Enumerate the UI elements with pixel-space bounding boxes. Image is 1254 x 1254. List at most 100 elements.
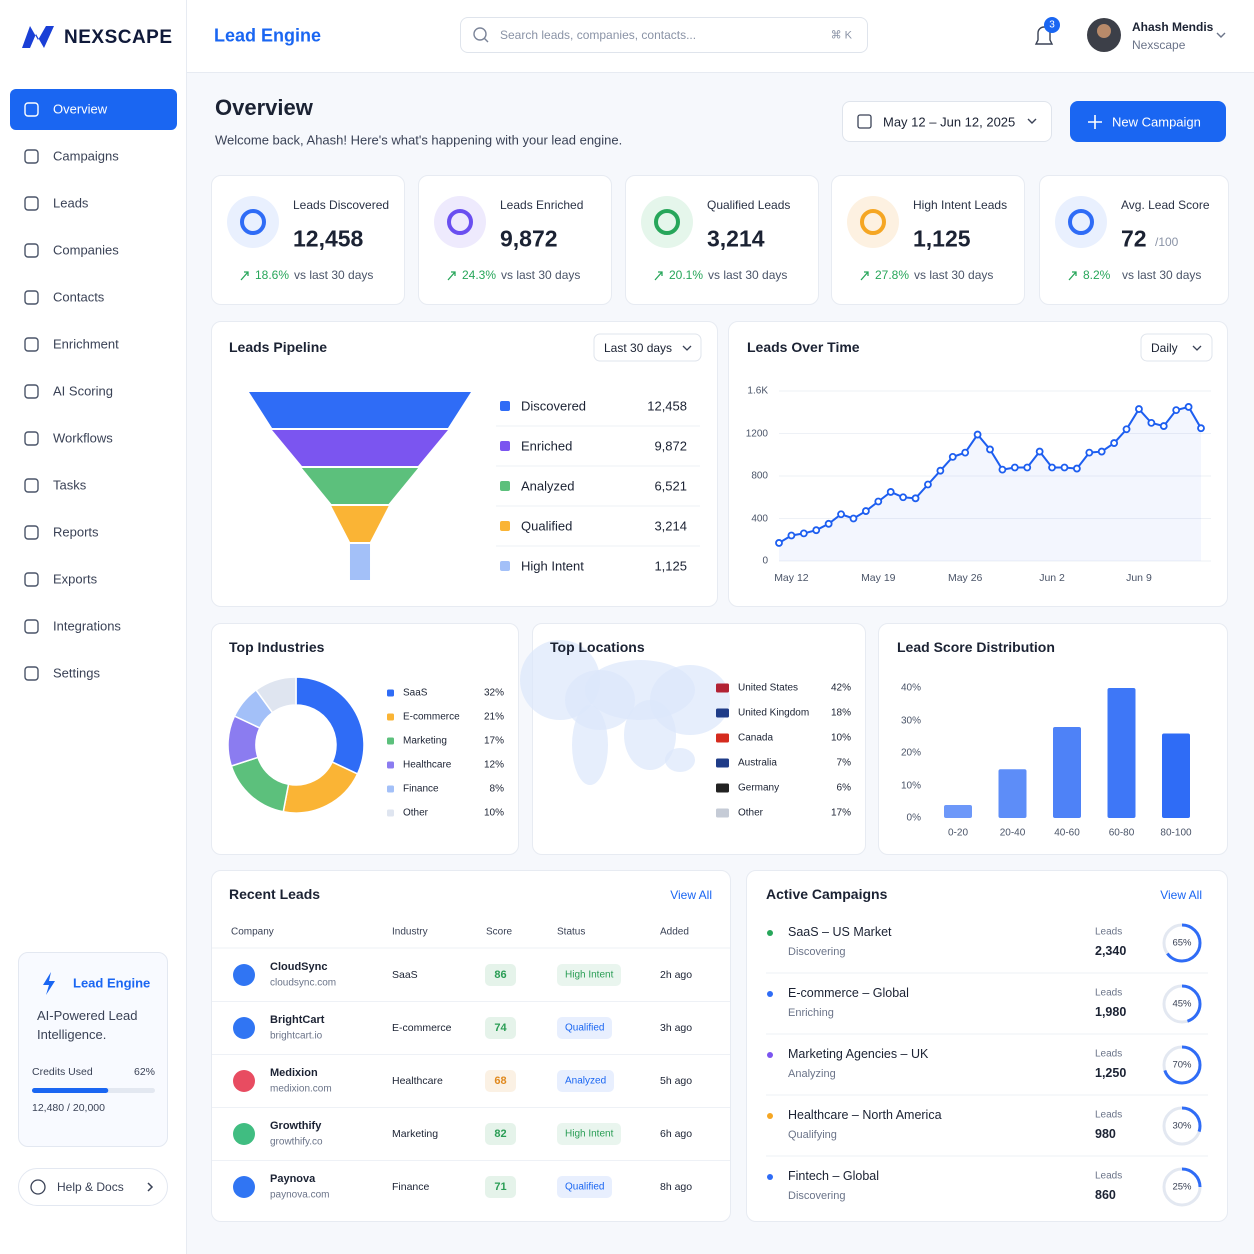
promo-text: AI-Powered Lead Intelligence. — [37, 1008, 138, 1042]
nav-item[interactable]: Contacts — [53, 289, 105, 305]
funnel-stage — [272, 430, 448, 466]
added: 5h ago — [660, 1075, 693, 1087]
legend-label: Finance — [403, 783, 439, 795]
point — [986, 445, 994, 454]
search-icon — [483, 37, 489, 43]
filter-label[interactable]: Daily — [1151, 341, 1178, 355]
date-range[interactable]: May 12 – Jun 12, 2025 — [883, 114, 1016, 130]
chevron — [682, 345, 692, 351]
point — [924, 480, 932, 489]
leads-label: Leads — [1095, 926, 1123, 938]
nav-item[interactable]: Leads — [53, 195, 89, 211]
user-name: Ahash Mendis — [1132, 20, 1214, 34]
company-name[interactable]: Paynova — [270, 1173, 316, 1185]
x-tick-label: 80-100 — [1160, 827, 1192, 839]
kpi-label: High Intent Leads — [913, 198, 1008, 212]
country: United States — [738, 682, 799, 694]
ring-progress — [1162, 984, 1202, 1024]
help-button[interactable] — [18, 1168, 168, 1206]
column-header: Added — [660, 926, 689, 938]
date-button[interactable] — [842, 101, 1052, 142]
map-land — [650, 665, 730, 735]
nav-item[interactable]: Tasks — [53, 477, 87, 493]
legend-swatch — [387, 809, 394, 817]
search-placeholder[interactable]: Search leads, companies, contacts... — [500, 28, 697, 42]
y-tick-label: 10% — [900, 780, 921, 791]
filter-label[interactable]: Last 30 days — [604, 341, 673, 355]
value-label: 21% — [483, 711, 504, 723]
legend-label: Discovered — [521, 398, 587, 414]
company-name[interactable]: CloudSync — [270, 961, 328, 973]
progress-label: 30% — [1172, 1120, 1192, 1132]
panel-title: Lead Score Distribution — [897, 639, 1055, 655]
score: 71 — [494, 1181, 507, 1193]
nav-item[interactable]: Workflows — [53, 430, 113, 446]
search-shortcut: ⌘ K — [830, 29, 852, 42]
campaign-name[interactable]: Fintech – Global — [788, 1169, 880, 1183]
new-campaign-label[interactable]: New Campaign — [1112, 114, 1201, 130]
leads-label: Leads — [1095, 987, 1123, 999]
map-land — [572, 705, 608, 785]
value-label: 8% — [489, 783, 504, 795]
nav-icon — [24, 431, 39, 446]
status-badge — [557, 964, 621, 986]
chevron — [1027, 118, 1037, 124]
search-box[interactable] — [460, 17, 868, 53]
kpi-label: Qualified Leads — [707, 198, 791, 212]
nav-item[interactable]: Reports — [53, 524, 99, 540]
nav-item[interactable]: AI Scoring — [53, 383, 113, 399]
share: 18% — [830, 707, 851, 719]
nav-item[interactable]: Overview — [53, 101, 108, 117]
y-tick-label: 0 — [762, 555, 768, 567]
company-domain: growthify.co — [270, 1136, 323, 1148]
kpi-value: 1,125 — [913, 225, 971, 252]
trend-arrow — [240, 271, 249, 281]
company-name[interactable]: Medixion — [270, 1067, 318, 1079]
company-name[interactable]: BrightCart — [270, 1014, 325, 1026]
company-logo — [233, 1176, 255, 1198]
filter-button[interactable] — [593, 333, 702, 362]
ring-progress — [1162, 1167, 1202, 1207]
nav-icon — [24, 290, 39, 305]
help-icon — [30, 1179, 46, 1195]
x-tick-label: May 26 — [947, 572, 983, 584]
nav-item[interactable]: Enrichment — [53, 336, 119, 352]
leads-count: 1,980 — [1095, 1005, 1127, 1019]
point — [824, 519, 833, 528]
nav-item[interactable]: Companies — [53, 242, 119, 258]
nav-item[interactable]: Settings — [53, 665, 100, 681]
campaign-name[interactable]: E-commerce – Global — [788, 986, 909, 1000]
campaign-name[interactable]: Healthcare – North America — [788, 1108, 942, 1122]
kpi-change: 24.3% — [462, 268, 497, 282]
campaign-name[interactable]: SaaS – US Market — [788, 925, 892, 939]
legend-swatch — [500, 561, 510, 571]
nav-item[interactable]: Integrations — [53, 618, 121, 634]
country: Australia — [738, 757, 777, 769]
calendar-icon — [857, 114, 872, 129]
kpi-change: 20.1% — [669, 268, 704, 282]
y-tick-label: 1200 — [745, 428, 768, 439]
view-all-link[interactable]: View All — [670, 888, 712, 902]
company-name[interactable]: Growthify — [270, 1120, 322, 1132]
filter-button[interactable] — [1140, 333, 1213, 362]
y-tick-label: 800 — [751, 470, 768, 482]
view-all-link[interactable]: View All — [1160, 888, 1202, 902]
point — [1197, 424, 1205, 433]
column-header: Company — [231, 926, 274, 938]
legend-swatch — [500, 521, 510, 531]
point — [1010, 463, 1019, 472]
point — [998, 465, 1007, 474]
status: Qualified — [565, 1181, 605, 1193]
help-label[interactable]: Help & Docs — [57, 1180, 124, 1194]
industry: Marketing — [392, 1128, 439, 1140]
area — [779, 406, 1201, 561]
campaign-name[interactable]: Marketing Agencies – UK — [788, 1047, 929, 1061]
company-domain: brightcart.io — [270, 1030, 323, 1042]
share: 10% — [830, 732, 851, 744]
nav-item[interactable]: Campaigns — [53, 148, 119, 164]
kpi-change: 8.2% — [1083, 268, 1111, 282]
panel-title: Leads Over Time — [747, 339, 860, 355]
point — [1048, 463, 1056, 472]
nav-item[interactable]: Exports — [53, 571, 98, 587]
